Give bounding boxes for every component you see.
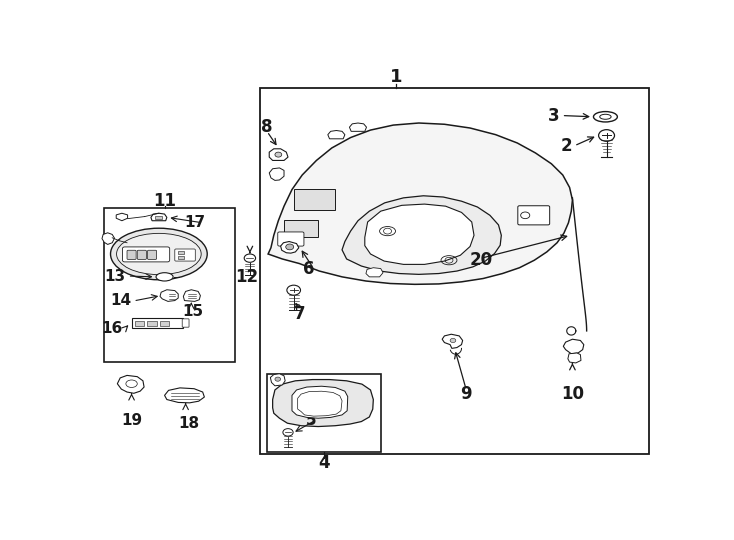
Circle shape [275,377,280,381]
Text: 1: 1 [390,68,402,86]
Text: 2: 2 [561,137,573,155]
Text: 19: 19 [121,413,142,428]
Polygon shape [280,241,299,253]
Text: 7: 7 [294,305,305,323]
Text: 3: 3 [548,106,559,125]
FancyBboxPatch shape [135,321,144,326]
FancyBboxPatch shape [178,255,184,259]
Ellipse shape [111,228,207,280]
Ellipse shape [594,112,617,122]
Polygon shape [365,204,474,265]
Bar [260,87,649,454]
Text: 13: 13 [105,268,126,284]
Polygon shape [328,131,345,139]
Polygon shape [442,334,462,348]
Polygon shape [269,149,288,160]
Circle shape [450,339,456,342]
Polygon shape [270,374,285,386]
FancyBboxPatch shape [178,252,184,254]
Ellipse shape [117,233,201,275]
FancyBboxPatch shape [123,247,170,262]
Text: 17: 17 [184,215,206,230]
Polygon shape [268,123,573,285]
Circle shape [287,285,300,295]
Text: 4: 4 [318,454,330,472]
Text: 5: 5 [306,413,316,428]
FancyBboxPatch shape [156,216,162,219]
Bar [267,374,381,453]
Text: 12: 12 [235,268,258,286]
Polygon shape [568,353,581,363]
Polygon shape [151,213,167,221]
Polygon shape [563,339,584,354]
Polygon shape [117,375,144,393]
Polygon shape [160,290,178,301]
FancyBboxPatch shape [182,319,189,327]
FancyBboxPatch shape [160,321,169,326]
Text: 6: 6 [303,260,315,278]
FancyBboxPatch shape [131,319,183,328]
Polygon shape [292,386,348,418]
Text: 20: 20 [470,251,493,269]
FancyBboxPatch shape [284,220,318,238]
Text: 15: 15 [183,304,203,319]
Text: 8: 8 [261,118,273,136]
FancyBboxPatch shape [277,232,304,246]
Polygon shape [272,380,374,427]
Circle shape [599,130,614,141]
Ellipse shape [156,273,173,281]
Bar [104,208,235,362]
Circle shape [286,244,294,250]
Polygon shape [184,290,200,301]
Text: 16: 16 [102,321,123,336]
FancyBboxPatch shape [127,250,136,259]
Polygon shape [349,123,366,131]
FancyBboxPatch shape [175,249,195,261]
Polygon shape [342,196,501,274]
Polygon shape [366,268,383,277]
Text: 11: 11 [153,192,176,210]
FancyBboxPatch shape [294,188,335,210]
Text: 18: 18 [178,416,199,431]
FancyBboxPatch shape [148,321,156,326]
FancyBboxPatch shape [137,250,146,259]
FancyBboxPatch shape [517,206,550,225]
Circle shape [275,152,282,157]
FancyBboxPatch shape [148,250,156,259]
Text: 14: 14 [110,293,131,308]
Circle shape [244,254,255,262]
Text: 10: 10 [561,385,584,403]
Polygon shape [102,233,115,245]
Polygon shape [269,168,284,180]
Circle shape [283,429,293,436]
Polygon shape [116,213,128,221]
Polygon shape [164,388,204,403]
Text: 9: 9 [460,385,472,403]
